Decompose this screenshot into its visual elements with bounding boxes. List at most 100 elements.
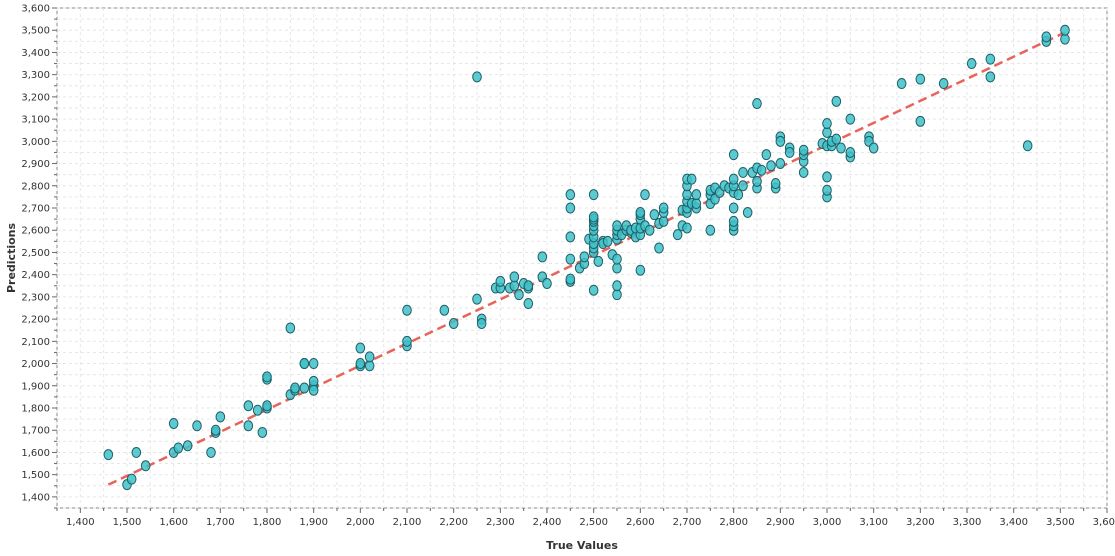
- x-tick-label: 1,600: [159, 517, 188, 528]
- data-point: [131, 446, 142, 458]
- data-point: [537, 251, 548, 263]
- y-tick-label: 1,700: [21, 426, 50, 437]
- data-point: [593, 255, 604, 267]
- y-tick-label: 1,800: [21, 404, 50, 415]
- x-tick-label: 1,900: [299, 517, 328, 528]
- data-point: [1060, 24, 1070, 36]
- data-point: [308, 358, 319, 370]
- x-tick-label: 2,300: [486, 517, 515, 528]
- data-point: [985, 53, 996, 65]
- x-tick-label: 2,400: [533, 517, 562, 528]
- data-point: [756, 164, 767, 176]
- data-point: [845, 146, 856, 158]
- y-tick-label: 2,000: [21, 359, 50, 370]
- data-point: [985, 71, 996, 83]
- x-axis: 1,400 1,500 1,600 1,700 1,800 1,900 2,000 2,100…: [56, 508, 1115, 528]
- data-point: [565, 202, 576, 214]
- data-point: [588, 189, 599, 201]
- data-point: [845, 113, 856, 125]
- data-point: [308, 384, 319, 396]
- x-tick-label: 2,700: [673, 517, 702, 528]
- x-tick-label: 3,500: [1046, 517, 1075, 528]
- data-point: [635, 206, 646, 218]
- data-point: [649, 209, 660, 221]
- data-point: [742, 206, 753, 218]
- data-point: [182, 440, 193, 452]
- data-point: [210, 424, 221, 436]
- data-point: [509, 271, 520, 283]
- data-point: [514, 289, 524, 301]
- data-point: [775, 158, 786, 170]
- data-point: [173, 442, 184, 454]
- data-point: [1041, 31, 1052, 43]
- data-point: [896, 78, 907, 90]
- data-point: [472, 71, 482, 83]
- data-point: [192, 420, 202, 432]
- y-tick-label: 2,700: [21, 204, 50, 215]
- x-tick-label: 3,600: [1093, 517, 1115, 528]
- x-tick-label: 2,900: [766, 517, 795, 528]
- data-point: [439, 304, 450, 316]
- data-point: [766, 160, 776, 172]
- data-point: [588, 211, 599, 223]
- data-point: [644, 224, 655, 236]
- x-axis-title: True Values: [546, 539, 618, 552]
- y-tick-label: 2,200: [21, 315, 50, 326]
- data-point: [262, 371, 272, 383]
- data-point: [285, 322, 296, 334]
- x-tick-label: 3,100: [859, 517, 888, 528]
- data-point: [784, 146, 795, 158]
- y-tick-label: 2,900: [21, 159, 50, 170]
- data-point: [868, 142, 879, 154]
- y-tick-label: 3,200: [21, 92, 50, 103]
- y-tick-label: 3,400: [21, 48, 50, 59]
- y-tick-label: 3,500: [21, 26, 50, 37]
- x-tick-label: 1,500: [113, 517, 142, 528]
- data-point: [588, 284, 599, 296]
- y-tick-label: 2,300: [21, 292, 50, 303]
- data-point: [705, 224, 716, 236]
- data-point: [612, 220, 622, 232]
- x-tick-label: 3,000: [813, 517, 842, 528]
- y-axis-title: Predictions: [5, 223, 18, 294]
- data-point: [938, 78, 949, 90]
- data-point: [262, 400, 272, 412]
- data-point: [168, 418, 179, 430]
- data-point: [565, 253, 576, 265]
- data-point: [476, 318, 487, 330]
- data-point: [915, 115, 926, 127]
- x-tick-label: 2,600: [626, 517, 655, 528]
- y-tick-label: 1,600: [21, 448, 50, 459]
- data-point: [761, 149, 772, 161]
- x-tick-label: 2,100: [393, 517, 422, 528]
- y-tick-label: 3,100: [21, 115, 50, 126]
- data-point: [364, 351, 375, 363]
- data-point: [565, 231, 576, 243]
- data-point: [770, 178, 781, 190]
- x-tick-label: 3,200: [906, 517, 935, 528]
- data-point: [831, 133, 842, 145]
- y-tick-label: 2,600: [21, 226, 50, 237]
- x-tick-label: 2,500: [579, 517, 608, 528]
- y-axis: 1,400 1,500 1,600 1,700 1,800 1,900 2,000 2,100…: [21, 4, 57, 509]
- data-point: [822, 184, 832, 196]
- data-point: [738, 180, 748, 192]
- data-point: [798, 166, 809, 178]
- data-point: [752, 175, 762, 187]
- data-point: [738, 166, 748, 178]
- data-point: [448, 318, 459, 330]
- data-point: [103, 449, 114, 461]
- y-tick-label: 1,900: [21, 381, 50, 392]
- data-point: [654, 242, 664, 254]
- data-point: [565, 273, 576, 285]
- y-tick-label: 2,800: [21, 181, 50, 192]
- data-point: [523, 280, 534, 292]
- data-point: [402, 304, 412, 316]
- y-tick-label: 2,400: [21, 270, 50, 281]
- data-point: [672, 229, 683, 241]
- data-point: [836, 142, 846, 154]
- data-point: [822, 118, 832, 130]
- data-point: [752, 98, 762, 110]
- data-point: [915, 73, 926, 85]
